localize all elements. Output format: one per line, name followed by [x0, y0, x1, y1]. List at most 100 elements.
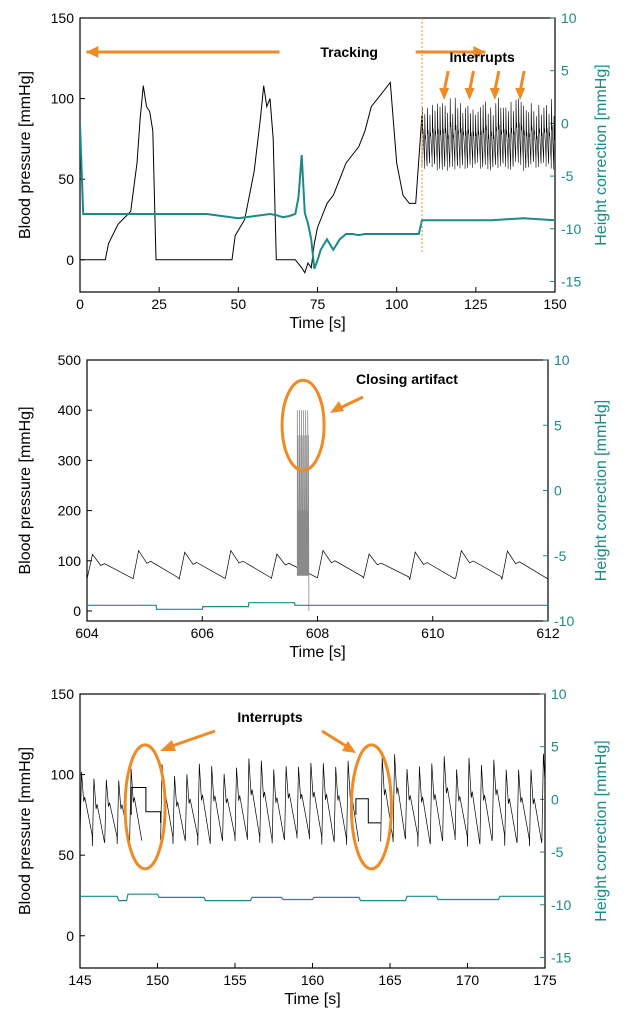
interrupt-arrow	[493, 70, 501, 92]
interrupt-arrow-right	[321, 729, 347, 748]
y2-tick-label: 10	[551, 686, 567, 702]
artifact-arrowhead	[330, 401, 344, 413]
x-tick-label: 165	[378, 972, 402, 988]
x-tick-label: 612	[536, 625, 560, 641]
height-correction-trace	[87, 602, 548, 610]
artifact-ellipse	[280, 378, 326, 472]
interrupt-arrow-left	[171, 729, 216, 748]
interrupt-plateau	[355, 798, 381, 824]
y2-tick-label: 0	[551, 791, 559, 807]
chart-panel-3: 145 150 155 160 165 170 175 0 50 100 150 -15 -10 -5 0 5…	[17, 686, 610, 1008]
interrupt-ellipse-2	[349, 743, 393, 871]
interrupts-label: Interrupts	[237, 709, 303, 725]
x-tick-label: 125	[464, 296, 488, 312]
y-axis-label: Blood pressure [mmHg]	[17, 747, 34, 915]
interrupt-arrow	[468, 70, 475, 92]
interrupt-arrowhead	[464, 88, 475, 100]
tracking-label: Tracking	[320, 44, 378, 60]
y2-axis-label: Height correction [mmHg]	[593, 740, 610, 921]
y2-tick-label: 0	[554, 483, 562, 499]
x-tick-label: 100	[385, 296, 409, 312]
y-tick-label: 0	[66, 928, 74, 944]
x-tick-label: 150	[146, 972, 170, 988]
plot-area	[87, 410, 548, 612]
y-tick-label: 100	[51, 91, 75, 107]
closing-artifact-trace	[296, 410, 310, 612]
y2-tick-label: -5	[554, 548, 567, 564]
x-tick-label: 606	[191, 625, 215, 641]
x-axis-label: Time [s]	[289, 644, 345, 661]
y2-tick-label: 10	[561, 10, 577, 26]
height-correction-trace	[80, 893, 545, 902]
x-tick-label: 604	[75, 625, 99, 641]
y-tick-label: 150	[51, 686, 75, 702]
y2-tick-label: 5	[554, 417, 562, 433]
y2-tick-label: 0	[561, 115, 569, 131]
y-tick-label: 50	[58, 171, 74, 187]
plot-area	[80, 753, 545, 902]
x-tick-label: 155	[223, 972, 247, 988]
interrupt-arrowhead	[489, 88, 500, 100]
interrupt-arrowhead	[515, 88, 526, 100]
y-axis-label: Blood pressure [mmHg]	[17, 71, 34, 239]
x-tick-label: 610	[421, 625, 445, 641]
chart-panel-1: 0 25 50 75 100 125 150 0 50 100 150 -15 -10 -5 0 5 10 Tim…	[17, 10, 610, 332]
plot-frame	[79, 693, 546, 969]
y2-tick-label: -5	[551, 844, 564, 860]
y2-tick-label: 5	[561, 63, 569, 79]
arrowhead-left	[86, 46, 99, 58]
y2-tick-label: -15	[561, 273, 581, 289]
y2-tick-label: -10	[561, 221, 581, 237]
interrupt-arrowhead-right	[342, 741, 356, 753]
y-tick-label: 0	[66, 252, 74, 268]
x-tick-label: 0	[76, 296, 84, 312]
x-tick-label: 175	[533, 972, 557, 988]
x-tick-label: 75	[310, 296, 326, 312]
artifact-arrow	[339, 395, 364, 410]
x-tick-label: 25	[151, 296, 167, 312]
y2-axis-label: Height correction [mmHg]	[593, 400, 610, 581]
y2-tick-label: -15	[551, 949, 571, 965]
plot-area	[80, 81, 555, 274]
y-tick-label: 100	[58, 553, 82, 569]
closing-artifact-label: Closing artifact	[356, 371, 458, 387]
y2-axis-label: Height correction [mmHg]	[593, 64, 610, 245]
x-tick-label: 160	[301, 972, 325, 988]
x-tick-label: 150	[543, 296, 567, 312]
y-tick-label: 400	[58, 402, 82, 418]
y2-tick-label: -5	[561, 168, 574, 184]
interrupt-arrowhead	[439, 88, 450, 100]
bp-trace	[80, 753, 545, 847]
y2-tick-label: 10	[554, 352, 570, 368]
interrupt-arrowhead-left	[160, 740, 176, 751]
y-tick-label: 150	[51, 10, 75, 26]
y2-tick-label: 5	[551, 739, 559, 755]
interrupts-label: Interrupts	[449, 49, 515, 65]
y-tick-label: 50	[58, 847, 74, 863]
x-tick-label: 608	[306, 625, 330, 641]
x-axis-label: Time [s]	[284, 991, 340, 1008]
arrowhead-right	[473, 46, 486, 58]
bp-trace	[87, 549, 548, 581]
y-tick-label: 300	[58, 452, 82, 468]
y-tick-label: 100	[51, 767, 75, 783]
plot-frame	[86, 359, 549, 622]
y-axis-label: Blood pressure [mmHg]	[17, 406, 34, 574]
interrupt-arrow	[518, 70, 526, 92]
x-tick-label: 50	[231, 296, 247, 312]
y2-tick-label: -10	[551, 897, 571, 913]
interrupt-plateau	[130, 787, 162, 823]
y-tick-label: 0	[73, 603, 81, 619]
interrupt-arrow	[442, 70, 450, 92]
y2-tick-label: -10	[554, 613, 574, 629]
chart-panel-2: 604 606 608 610 612 0 100 200 300 400 500 -10 -5 0 5 10…	[17, 352, 610, 661]
bp-interrupt-trace	[421, 97, 555, 171]
x-tick-label: 145	[68, 972, 92, 988]
y-tick-label: 500	[58, 352, 82, 368]
interrupt-ellipse-1	[123, 743, 167, 871]
y-tick-label: 200	[58, 503, 82, 519]
x-axis-label: Time [s]	[289, 315, 345, 332]
bp-tracking-trace	[80, 81, 423, 274]
height-correction-trace	[80, 123, 555, 270]
